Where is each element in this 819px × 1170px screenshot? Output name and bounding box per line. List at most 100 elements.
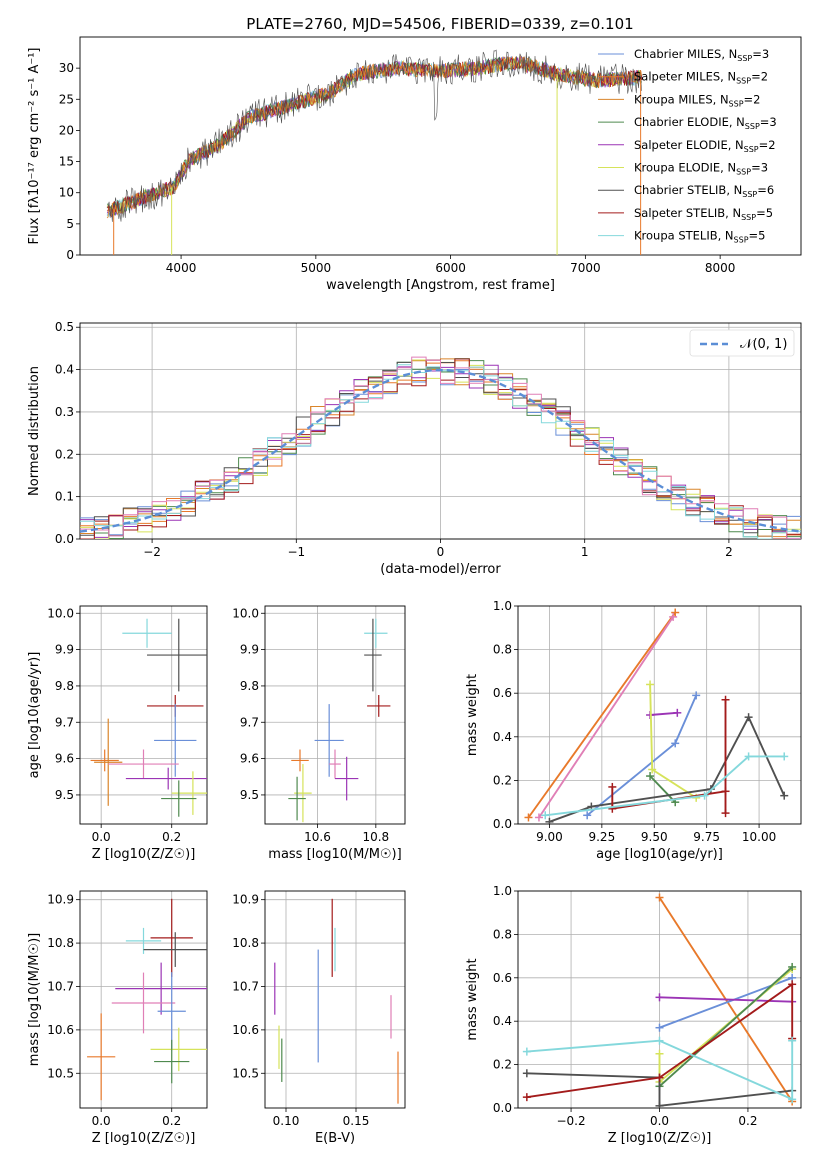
x-tick-label: 2 xyxy=(725,545,733,559)
legend-label: Chabrier MILES, NSSP=3 xyxy=(634,47,769,63)
x-tick-label: 8000 xyxy=(705,261,736,275)
panel-mass_vs_EBV: 0.10 0.15 10.5 10.6 10.7 10.8 10.9 E(B-V) xyxy=(232,890,406,1146)
y-tick-label: 0.2 xyxy=(493,1058,512,1072)
x-tick-label: 0 xyxy=(437,545,445,559)
y-axis-label: mass [log10(M/M☉)] xyxy=(27,933,42,1066)
weight-line xyxy=(649,775,676,803)
y-tick-label: 20 xyxy=(59,123,74,137)
y-tick-label: 10.5 xyxy=(47,1066,74,1080)
y-tick-label: 9.5 xyxy=(55,788,74,802)
y-axis-label: age [log10(age/yr)] xyxy=(27,652,42,779)
panel-residuals: −2 −1 0 1 2 0.0 0.1 0.2 0.3 0.4 0.5 (data-model)/er… xyxy=(27,320,802,577)
legend-value: =2 xyxy=(751,70,768,84)
axes-frame xyxy=(79,605,208,825)
y-tick-label: 0.8 xyxy=(493,643,512,657)
x-tick-label: 0.2 xyxy=(162,1114,181,1128)
x-axis-label: Z [log10(Z/Z☉)] xyxy=(92,847,196,862)
weight-line xyxy=(650,711,678,716)
y-tick-label: 0.0 xyxy=(493,1101,512,1115)
y-tick-label: 9.9 xyxy=(240,643,259,657)
x-tick-label: 4000 xyxy=(166,261,197,275)
y-tick-label: 9.7 xyxy=(240,715,259,729)
legend-subscript: SSP xyxy=(729,99,744,108)
legend-subscript: SSP xyxy=(744,145,759,154)
y-tick-label: 5 xyxy=(66,217,74,231)
weight-line xyxy=(526,1039,794,1101)
panel-age_vs_mass: 10.6 10.8 9.5 9.6 9.7 9.8 9.9 10.0 mass [log10(M… xyxy=(232,605,406,862)
y-tick-label: 10.7 xyxy=(47,979,74,993)
y-tick-label: 25 xyxy=(59,92,74,106)
weight-line xyxy=(527,611,676,819)
x-tick-label: 10.8 xyxy=(362,830,389,844)
legend-label: Kroupa STELIB, NSSP=5 xyxy=(634,229,765,245)
panel-weight_vs_Z: −0.2 0.0 0.2 0.0 0.2 0.4 0.6 0.8 1.0 Z [log10(Z/Z… xyxy=(465,884,802,1146)
y-tick-label: 10.6 xyxy=(47,1023,74,1037)
spectrum-line xyxy=(106,49,642,222)
y-tick-label: 10.9 xyxy=(232,893,259,907)
legend-label: Kroupa MILES, NSSP=2 xyxy=(634,92,760,108)
spectrum-legend: Chabrier MILES, NSSP=3 Salpeter MILES, NS… xyxy=(598,47,777,245)
weight-line xyxy=(549,715,786,823)
legend-label: Salpeter ELODIE, NSSP=2 xyxy=(634,138,776,154)
x-axis-label: age [log10(age/yr)] xyxy=(596,847,723,862)
y-tick-label: 0.0 xyxy=(55,532,74,546)
x-tick-label: 9.50 xyxy=(641,830,668,844)
x-axis-label: mass [log10(M/M☉)] xyxy=(268,847,401,862)
plot-area xyxy=(274,898,399,1104)
y-tick-label: 9.6 xyxy=(55,752,74,766)
legend-subscript: SSP xyxy=(736,168,751,177)
legend-value: =3 xyxy=(760,115,777,129)
legend-subscript: SSP xyxy=(745,122,760,131)
plot-area xyxy=(90,618,207,817)
panel-weight_vs_age: 9.00 9.25 9.50 9.75 10.00 0.0 0.2 0.4 0.6 0.8 1.0 a… xyxy=(465,599,802,862)
figure-title: PLATE=2760, MJD=54506, FIBERID=0339, z=0… xyxy=(246,15,633,33)
panel-spectrum: 4000 5000 6000 7000 8000 0 5 10 15 20 25 30 waveleng… xyxy=(27,36,802,293)
legend-value: =3 xyxy=(751,161,768,175)
y-tick-label: 10.7 xyxy=(232,979,259,993)
legend-subscript: SSP xyxy=(742,190,757,199)
panel-mass_vs_Z: 0.0 0.2 10.5 10.6 10.7 10.8 10.9 Z [log10(Z/Z☉)… xyxy=(27,890,208,1146)
x-tick-label: 0.2 xyxy=(162,830,181,844)
y-tick-label: 10.6 xyxy=(232,1023,259,1037)
y-tick-label: 9.8 xyxy=(240,679,259,693)
legend-value: =3 xyxy=(752,47,769,61)
weight-line xyxy=(658,966,793,1088)
x-axis-label: Z [log10(Z/Z☉)] xyxy=(608,1131,712,1146)
y-tick-label: 1.0 xyxy=(493,884,512,898)
y-axis-label: mass weight xyxy=(465,958,480,1040)
weight-line xyxy=(649,684,697,799)
x-axis-label: wavelength [Angstrom, rest frame] xyxy=(326,278,555,293)
y-tick-label: 0.0 xyxy=(493,817,512,831)
legend-label: Salpeter MILES, NSSP=2 xyxy=(634,70,768,86)
x-tick-label: 0.0 xyxy=(650,1114,669,1128)
y-tick-label: 10 xyxy=(59,186,74,200)
x-tick-label: −0.2 xyxy=(556,1114,585,1128)
plot-area xyxy=(524,608,789,824)
y-tick-label: 0.4 xyxy=(55,363,74,377)
x-axis-label: (data-model)/error xyxy=(380,562,501,577)
y-tick-label: 10.8 xyxy=(232,936,259,950)
x-tick-label: 0.0 xyxy=(92,830,111,844)
x-axis-label: E(B-V) xyxy=(315,1131,355,1146)
weight-line xyxy=(545,755,785,817)
y-tick-label: 30 xyxy=(59,61,74,75)
x-tick-label: 1 xyxy=(581,545,589,559)
spectrum-line xyxy=(106,56,643,218)
y-tick-label: 9.8 xyxy=(55,679,74,693)
x-tick-label: 6000 xyxy=(435,261,466,275)
x-tick-label: 9.25 xyxy=(588,830,615,844)
plot-area xyxy=(106,49,643,255)
y-tick-label: 0.2 xyxy=(493,773,512,787)
y-tick-label: 0.6 xyxy=(493,686,512,700)
legend-value: =6 xyxy=(757,183,774,197)
panels: 4000 5000 6000 7000 8000051015202530waveleng… xyxy=(27,36,802,1146)
y-tick-label: 0.3 xyxy=(55,405,74,419)
panel-age_vs_Z: 0.0 0.2 9.5 9.6 9.7 9.8 9.9 10.0 Z [log10(Z/Z☉)]… xyxy=(27,605,208,862)
x-tick-label: 7000 xyxy=(570,261,601,275)
y-tick-label: 10.5 xyxy=(232,1066,259,1080)
legend-subscript: SSP xyxy=(741,213,756,222)
y-tick-label: 1.0 xyxy=(493,599,512,613)
x-tick-label: −2 xyxy=(143,545,161,559)
y-tick-label: 0.5 xyxy=(55,320,74,334)
